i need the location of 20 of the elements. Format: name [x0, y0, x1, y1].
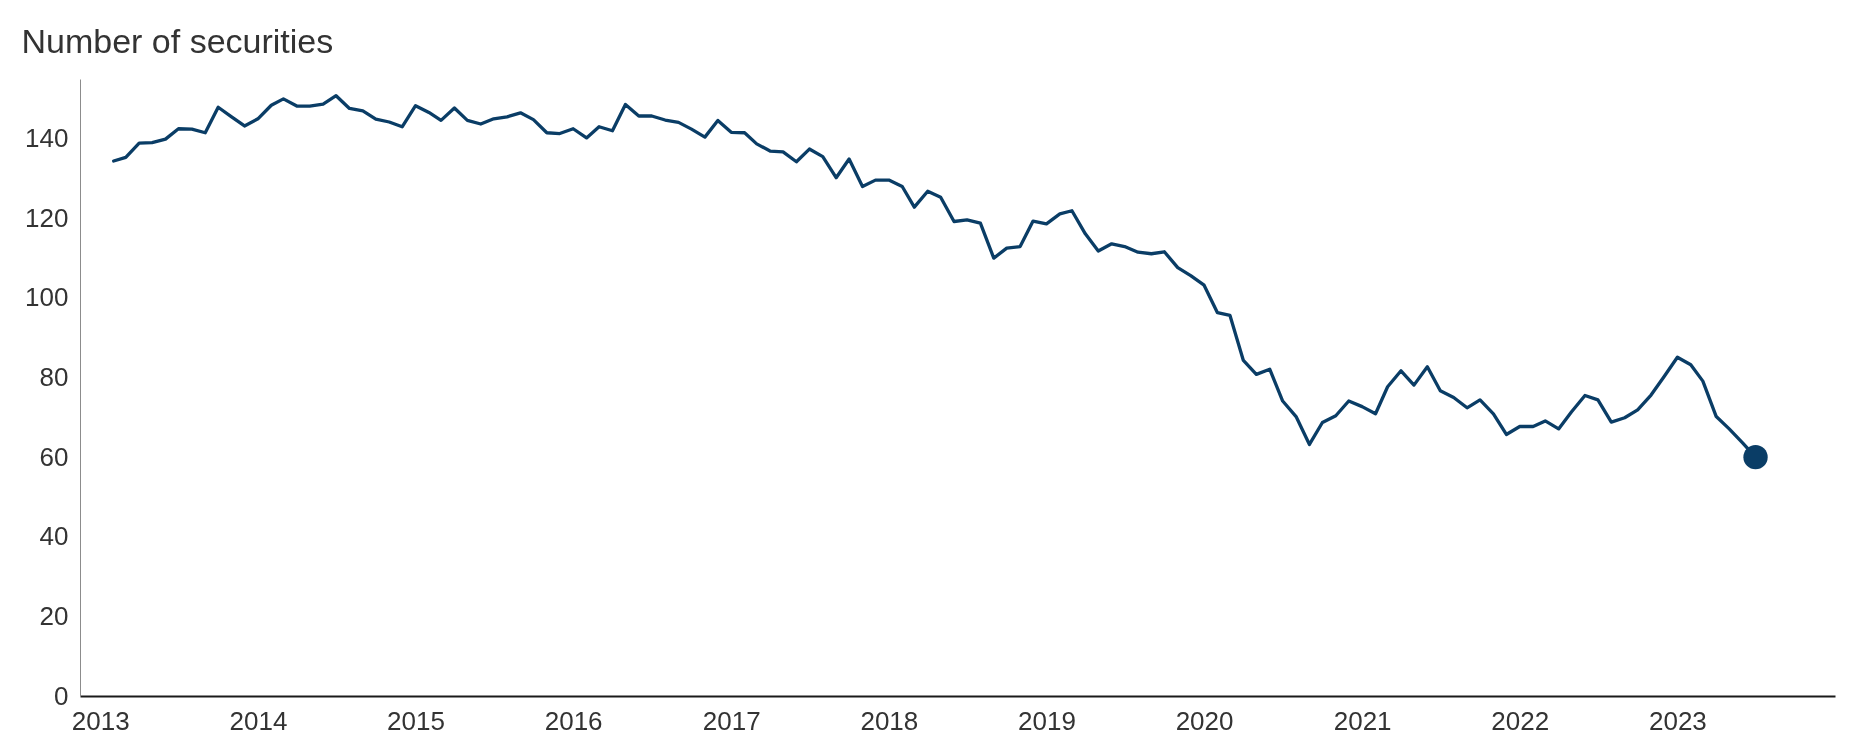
y-tick-label: 140	[25, 123, 69, 154]
y-tick-label: 120	[25, 202, 69, 233]
y-tick-label: 0	[54, 680, 69, 711]
x-tick-label: 2018	[860, 705, 919, 736]
x-tick-label: 2016	[544, 705, 603, 736]
y-tick-label: 80	[39, 362, 69, 393]
x-tick-label: 2023	[1648, 705, 1707, 736]
x-tick-label: 2022	[1491, 705, 1550, 736]
x-tick-label: 2015	[387, 705, 445, 736]
x-tick-label: 2014	[229, 705, 288, 736]
x-tick-label: 2019	[1018, 705, 1076, 736]
x-tick-label: 2013	[71, 705, 130, 736]
y-axis-title: Number of securities	[21, 21, 334, 60]
y-tick-label: 60	[39, 441, 69, 472]
y-tick-label: 20	[39, 600, 69, 631]
x-tick-label: 2021	[1333, 705, 1392, 736]
x-tick-label: 2017	[702, 705, 761, 736]
y-tick-label: 100	[25, 282, 69, 313]
x-tick-label: 2020	[1175, 705, 1234, 736]
y-tick-label: 40	[39, 521, 69, 552]
